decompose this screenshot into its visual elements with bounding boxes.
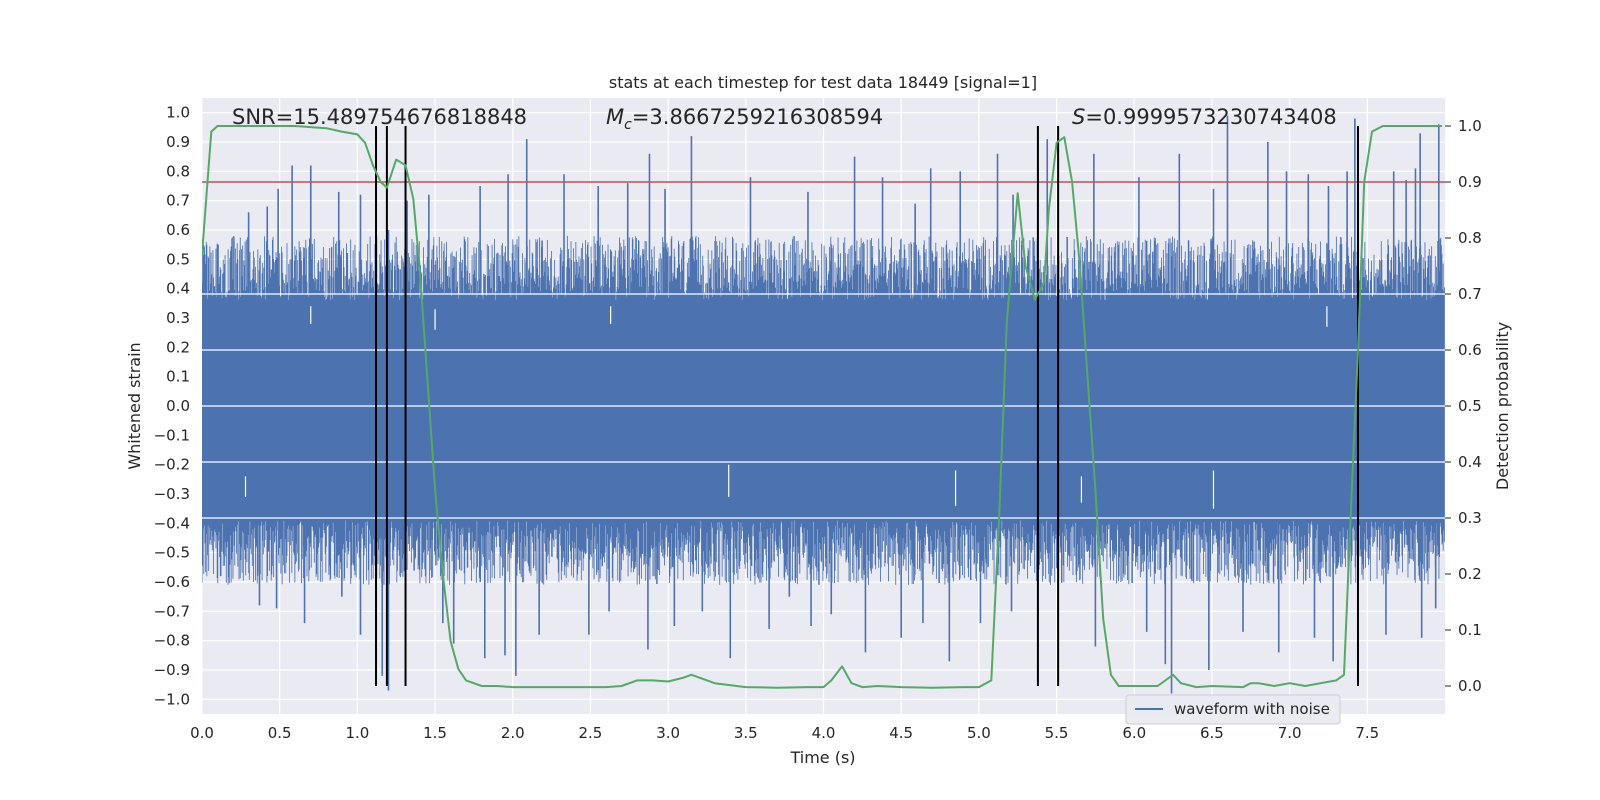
x-tick-label: 4.0 xyxy=(812,724,836,742)
y-left-tick-label: 0.0 xyxy=(166,397,190,415)
y-right-tick-label: 0.2 xyxy=(1458,565,1482,583)
y-right-tick-label: 0.1 xyxy=(1458,621,1482,639)
y-left-tick-label: 0.8 xyxy=(166,162,190,180)
s-annotation: S=0.9999573230743408 xyxy=(1072,105,1337,129)
snr-annotation: SNR=15.489754676818848 xyxy=(232,105,527,129)
chirp-mass-value: =3.8667259216308594 xyxy=(632,105,883,129)
waveform-band xyxy=(202,235,1445,585)
y-left-tick-label: 0.6 xyxy=(166,221,190,239)
chart-title: stats at each timestep for test data 184… xyxy=(609,73,1037,92)
y-left-tick-label: 0.5 xyxy=(166,250,190,268)
y-left-tick-label: 0.2 xyxy=(166,338,190,356)
x-tick-label: 4.5 xyxy=(889,724,913,742)
x-tick-label: 5.0 xyxy=(967,724,991,742)
y-right-tick-label: 0.3 xyxy=(1458,509,1482,527)
x-tick-label: 3.0 xyxy=(656,724,680,742)
y-right-tick-label: 1.0 xyxy=(1458,117,1482,135)
legend-label: waveform with noise xyxy=(1174,700,1330,718)
y-left-tick-label: 1.0 xyxy=(166,104,190,122)
x-tick-label: 2.0 xyxy=(501,724,525,742)
y-axis-left-label: Whitened strain xyxy=(125,342,144,469)
chirp-mass-symbol: M xyxy=(606,105,624,129)
y-right-tick-label: 0.5 xyxy=(1458,397,1482,415)
x-tick-label: 7.0 xyxy=(1278,724,1302,742)
y-left-tick-label: −0.4 xyxy=(154,514,190,532)
detection-probability-line xyxy=(202,125,1442,689)
s-symbol: S xyxy=(1072,105,1085,129)
y-left-tick-label: 0.3 xyxy=(166,309,190,327)
overlay-layer xyxy=(202,125,1445,689)
y-right-tick-label: 0.4 xyxy=(1458,453,1482,471)
y-right-tick-label: 0.0 xyxy=(1458,677,1482,695)
y-right-tick-label: 0.9 xyxy=(1458,173,1482,191)
y-axis-right: 0.0 0.1 0.2 0.3 0.4 0.5 0.6 0.7 0.8 0.9 1.0 xyxy=(1445,117,1482,695)
legend: waveform with noise xyxy=(1125,694,1341,725)
y-left-tick-label: −0.9 xyxy=(154,661,190,679)
x-tick-label: 0.5 xyxy=(268,724,292,742)
x-tick-label: 7.5 xyxy=(1355,724,1379,742)
y-left-tick-label: −0.8 xyxy=(154,632,190,650)
x-axis: 0.0 0.5 1.0 1.5 2.0 2.5 3.0 3.5 4.0 4.5 5.0 5.5 6.0 6… xyxy=(190,724,1379,742)
y-left-tick-label: 0.1 xyxy=(166,368,190,386)
chirp-mass-subscript: c xyxy=(624,117,632,133)
y-left-tick-label: −1.0 xyxy=(154,690,190,708)
x-tick-label: 0.0 xyxy=(190,724,214,742)
y-right-tick-label: 0.8 xyxy=(1458,229,1482,247)
y-right-tick-label: 0.7 xyxy=(1458,285,1482,303)
y-left-tick-label: 0.4 xyxy=(166,280,190,298)
x-tick-label: 5.5 xyxy=(1045,724,1069,742)
y-left-tick-label: −0.3 xyxy=(154,485,190,503)
y-right-tick-label: 0.6 xyxy=(1458,341,1482,359)
chirp-mass-annotation: Mc=3.8667259216308594 xyxy=(606,105,883,133)
x-tick-label: 1.5 xyxy=(423,724,447,742)
y-axis-left: −1.0 −0.9 −0.8 −0.7 −0.6 −0.5 −0.4 −0.3 −0.2 −0.1… xyxy=(154,104,190,709)
s-value: =0.9999573230743408 xyxy=(1085,105,1336,129)
x-tick-label: 2.5 xyxy=(579,724,603,742)
y-left-tick-label: 0.9 xyxy=(166,133,190,151)
y-left-tick-label: −0.2 xyxy=(154,456,190,474)
y-left-tick-label: −0.7 xyxy=(154,602,190,620)
y-left-tick-label: −0.6 xyxy=(154,573,190,591)
y-left-tick-label: −0.1 xyxy=(154,426,190,444)
x-axis-label: Time (s) xyxy=(789,748,855,767)
legend-box xyxy=(1125,694,1341,725)
x-tick-label: 1.0 xyxy=(345,724,369,742)
y-axis-right-label: Detection probability xyxy=(1493,322,1512,490)
x-tick-label: 6.0 xyxy=(1122,724,1146,742)
y-left-tick-label: 0.7 xyxy=(166,192,190,210)
x-tick-label: 3.5 xyxy=(734,724,758,742)
x-tick-label: 6.5 xyxy=(1200,724,1224,742)
y-left-tick-label: −0.5 xyxy=(154,544,190,562)
